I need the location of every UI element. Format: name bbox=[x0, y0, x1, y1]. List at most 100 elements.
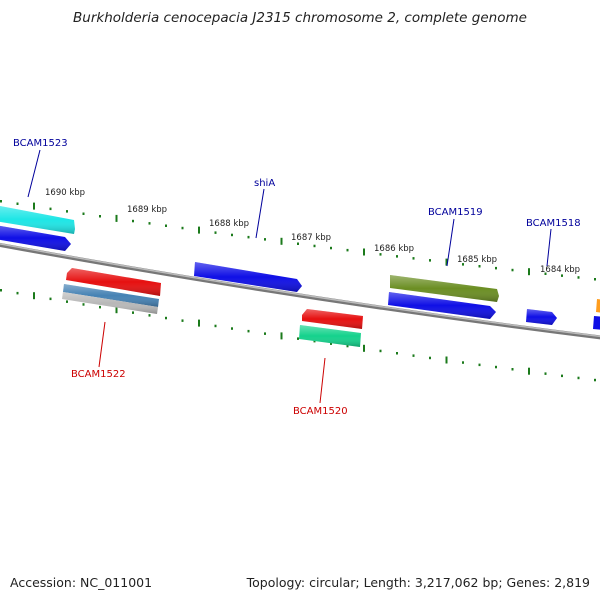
top-tick bbox=[544, 272, 547, 275]
top-tick bbox=[115, 214, 118, 222]
bottom-tick bbox=[132, 311, 134, 314]
bottom-tick bbox=[412, 354, 415, 357]
bottom-tick bbox=[247, 329, 250, 333]
top-tick bbox=[445, 258, 448, 266]
bottom-tick bbox=[445, 356, 448, 364]
top-tick bbox=[478, 265, 481, 268]
bottom-tick bbox=[16, 291, 19, 295]
bottom-tick bbox=[429, 356, 431, 360]
top-tick bbox=[330, 246, 332, 250]
top-tick bbox=[181, 226, 184, 230]
feature-BCAM1520-teal[interactable] bbox=[299, 325, 361, 347]
ruler-ticks-top bbox=[0, 200, 596, 281]
top-tick bbox=[0, 200, 2, 203]
top-tick bbox=[379, 253, 382, 256]
top-tick bbox=[363, 248, 365, 256]
ruler-label-1689: 1689 kbp bbox=[127, 205, 167, 215]
bottom-tick bbox=[165, 316, 167, 320]
top-tick bbox=[99, 215, 101, 218]
bottom-tick bbox=[544, 372, 547, 375]
top-tick bbox=[313, 244, 316, 248]
ruler-label-1688: 1688 kbp bbox=[209, 219, 249, 229]
bottom-tick bbox=[462, 361, 464, 364]
backbone-arc-highlight bbox=[0, 243, 600, 338]
bottom-tick bbox=[198, 319, 200, 327]
top-tick bbox=[49, 207, 52, 211]
feature-BCAM1520-red[interactable] bbox=[302, 309, 363, 329]
bottom-tick bbox=[313, 339, 316, 343]
top-tick bbox=[412, 257, 415, 260]
feature-BCAM1522-red[interactable] bbox=[66, 268, 161, 296]
top-tick bbox=[280, 237, 283, 245]
bottom-tick bbox=[528, 367, 530, 375]
top-tick bbox=[82, 212, 85, 215]
bottom-tick bbox=[148, 314, 151, 317]
top-tick bbox=[577, 276, 580, 279]
feature-BCAM1518[interactable] bbox=[526, 309, 557, 325]
bottom-tick bbox=[379, 349, 382, 353]
top-tick bbox=[16, 202, 19, 205]
label-BCAM1519: BCAM1519 bbox=[428, 207, 483, 218]
ruler-labels: 1690 kbp 1689 kbp 1688 kbp 1687 kbp 1686… bbox=[45, 188, 580, 275]
leader-lines bbox=[27, 149, 552, 404]
backbone-arc bbox=[0, 242, 600, 340]
bottom-tick bbox=[346, 344, 349, 348]
label-BCAM1518: BCAM1518 bbox=[526, 218, 581, 229]
bottom-tick bbox=[280, 332, 283, 340]
top-tick bbox=[214, 231, 217, 234]
ruler-label-1686: 1686 kbp bbox=[374, 244, 414, 254]
bottom-tick bbox=[511, 368, 514, 371]
label-shiA: shiA bbox=[254, 178, 275, 189]
feature-blue-right-edge[interactable] bbox=[593, 316, 600, 330]
feature-labels: BCAM1523 shiA BCAM1519 BCAM1518 BCAM1522… bbox=[13, 138, 581, 417]
feature-BCAM1522-silver[interactable] bbox=[62, 292, 158, 314]
feature-shiA[interactable] bbox=[194, 262, 302, 292]
ruler-ticks-bottom bbox=[0, 289, 596, 382]
top-tick bbox=[594, 278, 596, 281]
top-tick bbox=[561, 274, 563, 277]
top-tick bbox=[132, 219, 134, 223]
top-tick bbox=[264, 238, 266, 241]
bottom-tick bbox=[495, 365, 497, 369]
label-BCAM1520: BCAM1520 bbox=[293, 406, 348, 417]
top-tick bbox=[247, 235, 250, 239]
top-tick bbox=[66, 210, 68, 213]
ruler-label-1685: 1685 kbp bbox=[457, 255, 497, 265]
bottom-tick bbox=[115, 306, 118, 314]
genome-summary-text: Topology: circular; Length: 3,217,062 bp… bbox=[246, 575, 590, 590]
top-tick bbox=[396, 255, 398, 258]
top-tick bbox=[33, 202, 35, 210]
top-tick bbox=[165, 224, 167, 227]
label-BCAM1523: BCAM1523 bbox=[13, 138, 68, 149]
bottom-tick bbox=[231, 327, 233, 330]
bottom-tick bbox=[33, 292, 35, 300]
feature-orange-right-edge[interactable] bbox=[596, 299, 600, 313]
bottom-tick bbox=[49, 297, 52, 301]
top-tick bbox=[528, 268, 530, 276]
bottom-tick bbox=[0, 289, 2, 292]
feature-BCAM1522-steelblue[interactable] bbox=[63, 284, 159, 307]
bottom-tick bbox=[214, 324, 217, 328]
bottom-tick bbox=[577, 376, 580, 380]
top-tick bbox=[429, 259, 431, 262]
bottom-tick bbox=[396, 352, 398, 355]
top-tick bbox=[462, 263, 464, 266]
bottom-tick bbox=[99, 305, 101, 309]
feature-BCAM1523-cyan[interactable] bbox=[0, 205, 75, 234]
top-tick bbox=[231, 233, 233, 237]
bottom-tick bbox=[82, 303, 85, 306]
ruler-label-1690: 1690 kbp bbox=[45, 188, 85, 198]
bottom-tick bbox=[330, 342, 332, 345]
bottom-tick bbox=[594, 378, 596, 382]
top-tick bbox=[297, 242, 299, 245]
top-tick bbox=[148, 222, 151, 225]
feature-olive-BCAM1519[interactable] bbox=[390, 275, 499, 302]
top-tick bbox=[346, 248, 349, 252]
bottom-tick bbox=[363, 344, 365, 352]
map-title: Burkholderia cenocepacia J2315 chromosom… bbox=[73, 10, 527, 26]
top-tick bbox=[198, 226, 200, 234]
feature-blue-BCAM1519[interactable] bbox=[388, 292, 496, 319]
feature-blue-left[interactable] bbox=[0, 225, 71, 251]
bottom-tick bbox=[478, 363, 481, 367]
